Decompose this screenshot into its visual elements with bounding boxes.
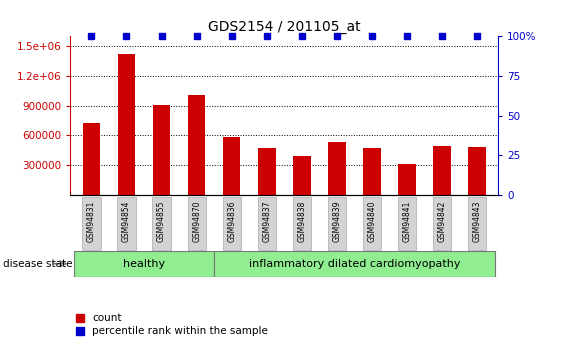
Bar [223,137,240,195]
Text: GSM94839: GSM94839 [332,200,341,242]
Bar [214,251,495,277]
Bar [117,197,136,250]
Text: GSM94831: GSM94831 [87,200,96,242]
Bar [434,146,451,195]
Text: GSM94842: GSM94842 [437,200,446,242]
Text: GSM94841: GSM94841 [403,200,412,242]
Bar [433,197,452,250]
Text: inflammatory dilated cardiomyopathy: inflammatory dilated cardiomyopathy [249,259,460,269]
Bar [293,156,311,195]
Bar [153,197,171,250]
Bar [468,197,486,250]
Text: healthy: healthy [123,259,165,269]
Bar [293,197,311,250]
Bar [118,54,135,195]
Text: GSM94836: GSM94836 [227,200,236,242]
Bar [83,122,100,195]
Text: GSM94840: GSM94840 [368,200,377,242]
Text: disease state: disease state [3,259,72,269]
Bar [188,95,205,195]
Bar [153,105,171,195]
Title: GDS2154 / 201105_at: GDS2154 / 201105_at [208,20,361,34]
Text: GSM94843: GSM94843 [473,200,482,242]
Text: GSM94870: GSM94870 [192,200,201,242]
Legend: count, percentile rank within the sample: count, percentile rank within the sample [75,313,268,336]
Bar [187,197,205,250]
Bar [398,164,416,195]
Bar [328,197,346,250]
Bar [222,197,241,250]
Bar [74,251,214,277]
Bar [398,197,416,250]
Text: GSM94854: GSM94854 [122,200,131,242]
Bar [82,197,101,250]
Bar [363,197,381,250]
Bar [258,197,276,250]
Text: GSM94837: GSM94837 [262,200,271,242]
Bar [258,148,275,195]
Text: GSM94838: GSM94838 [297,200,306,242]
Bar [468,147,486,195]
Text: GSM94855: GSM94855 [157,200,166,242]
Bar [363,148,381,195]
Bar [328,142,346,195]
